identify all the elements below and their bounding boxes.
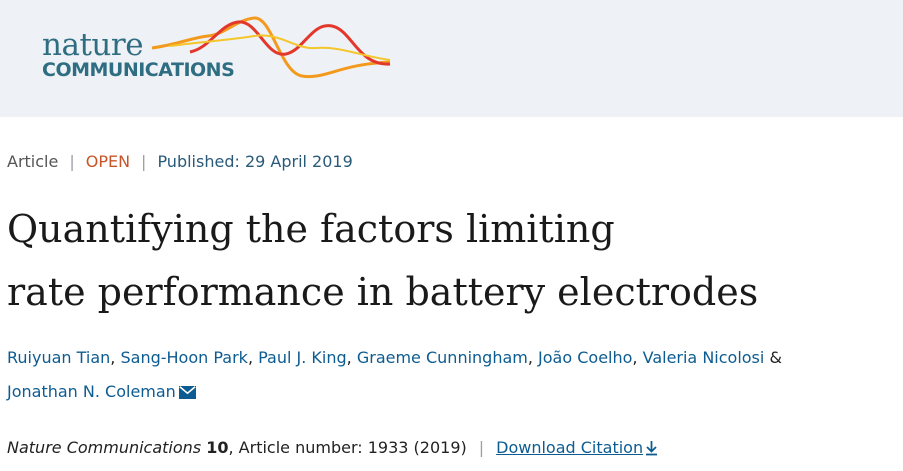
logo-waves-icon bbox=[151, 16, 391, 79]
author-link[interactable]: João Coelho bbox=[538, 348, 633, 367]
download-citation-link[interactable]: Download Citation bbox=[496, 438, 658, 457]
corresponding-author-link[interactable]: Jonathan N. Coleman bbox=[7, 382, 176, 401]
site-header: nature COMMUNICATIONS bbox=[0, 0, 903, 117]
author-link[interactable]: Paul J. King bbox=[258, 348, 347, 367]
article-number: , Article number: 1933 (2019) bbox=[228, 438, 467, 457]
published-date: Published: 29 April 2019 bbox=[157, 152, 353, 171]
open-access-badge: OPEN bbox=[85, 152, 131, 171]
journal-logo[interactable]: nature COMMUNICATIONS bbox=[40, 14, 400, 88]
volume-number: 10 bbox=[206, 438, 229, 457]
author-link[interactable]: Valeria Nicolosi bbox=[642, 348, 765, 367]
email-icon[interactable] bbox=[178, 377, 196, 411]
authors-and: & bbox=[769, 348, 782, 367]
logo-word: nature bbox=[42, 27, 144, 63]
journal-name: Nature Communications bbox=[7, 438, 202, 457]
meta-separator: | bbox=[141, 152, 147, 171]
author-link[interactable]: Sang-Hoon Park bbox=[120, 348, 248, 367]
article-title-line-1: Quantifying the factors limiting bbox=[7, 207, 615, 251]
logo-subtitle: COMMUNICATIONS bbox=[42, 59, 235, 81]
article-type: Article bbox=[7, 152, 59, 171]
article-meta: Article | OPEN | Published: 29 April 2019 bbox=[7, 150, 353, 174]
citation-separator: | bbox=[478, 438, 485, 457]
author-link[interactable]: Ruiyuan Tian bbox=[7, 348, 111, 367]
meta-separator: | bbox=[69, 152, 75, 171]
author-list: Ruiyuan Tian, Sang-Hoon Park, Paul J. Ki… bbox=[7, 341, 897, 411]
article-title-line-2: rate performance in battery electrodes bbox=[7, 270, 759, 314]
author-link[interactable]: Graeme Cunningham bbox=[356, 348, 528, 367]
citation-line: Nature Communications 10, Article number… bbox=[7, 436, 658, 463]
download-arrow-icon bbox=[645, 439, 658, 463]
article-title: Quantifying the factors limiting rate pe… bbox=[7, 198, 887, 324]
